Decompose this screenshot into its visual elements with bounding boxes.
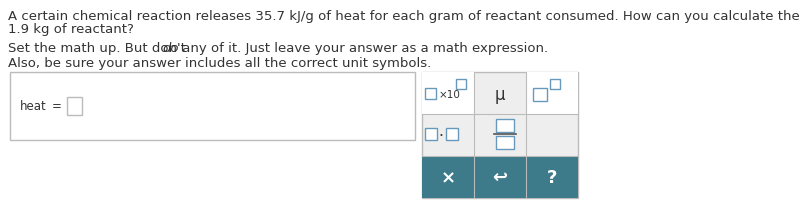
Bar bbox=[526, 156, 578, 198]
Text: ↩: ↩ bbox=[493, 168, 507, 186]
Text: A certain chemical reaction releases 35.7 kJ/g of heat for each gram of reactant: A certain chemical reaction releases 35.… bbox=[8, 10, 800, 23]
Text: ·: · bbox=[438, 129, 443, 144]
Bar bbox=[496, 136, 514, 149]
Text: Also, be sure your answer includes all the correct unit symbols.: Also, be sure your answer includes all t… bbox=[8, 57, 431, 70]
Text: heat: heat bbox=[20, 100, 46, 113]
Bar bbox=[422, 73, 578, 198]
Text: ×: × bbox=[441, 168, 455, 186]
Text: do: do bbox=[162, 42, 178, 55]
Bar bbox=[496, 119, 514, 132]
Text: Set the math up. But don't: Set the math up. But don't bbox=[8, 42, 190, 55]
Text: =: = bbox=[52, 100, 62, 113]
Bar bbox=[425, 88, 436, 100]
Text: any of it. Just leave your answer as a math expression.: any of it. Just leave your answer as a m… bbox=[178, 42, 548, 55]
Bar bbox=[67, 98, 82, 115]
Bar bbox=[425, 128, 437, 140]
Text: ×10: ×10 bbox=[439, 89, 461, 100]
Bar bbox=[422, 156, 474, 198]
Bar bbox=[446, 128, 458, 140]
Bar bbox=[456, 80, 466, 89]
Bar bbox=[10, 73, 415, 140]
Bar bbox=[526, 73, 578, 115]
Bar bbox=[422, 73, 474, 115]
Text: μ: μ bbox=[494, 86, 506, 103]
Text: ?: ? bbox=[547, 168, 557, 186]
Bar bbox=[533, 88, 547, 101]
Bar bbox=[550, 80, 560, 89]
Bar bbox=[474, 156, 526, 198]
Text: 1.9 kg of reactant?: 1.9 kg of reactant? bbox=[8, 23, 134, 36]
